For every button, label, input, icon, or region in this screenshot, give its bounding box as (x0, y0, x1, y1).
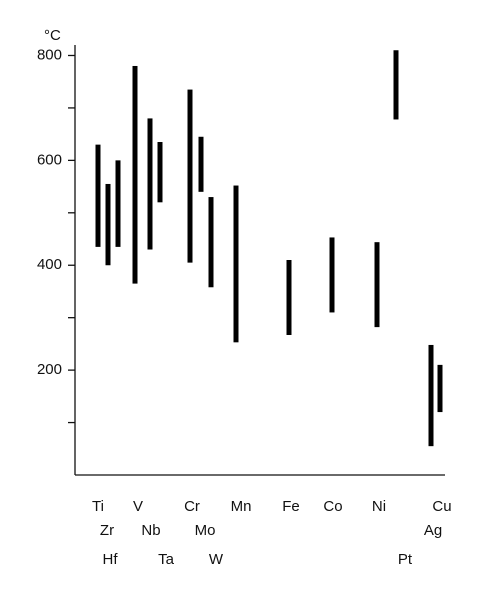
range-bar (157, 142, 163, 203)
range-bar (208, 197, 214, 288)
x-category-label: Cu (432, 498, 451, 515)
x-category-label: Zr (100, 522, 114, 539)
range-bar (187, 89, 193, 263)
x-category-label: Ni (372, 498, 386, 515)
x-category-label: Ti (92, 498, 104, 515)
range-bar (132, 65, 138, 284)
range-bar (198, 136, 204, 192)
range-bar (105, 183, 111, 266)
range-bar (115, 160, 121, 247)
x-category-label: Mn (231, 498, 252, 515)
range-bar (428, 344, 434, 447)
range-bar (374, 242, 380, 328)
range-bar (233, 185, 239, 343)
range-bar (147, 118, 153, 250)
x-category-label: Cr (184, 498, 200, 515)
y-unit: °C (44, 27, 61, 44)
range-bar (393, 50, 399, 120)
x-category-label: Ag (424, 522, 442, 539)
range-bar (286, 260, 292, 335)
x-category-label: Hf (103, 551, 119, 568)
y-tick-label: 800 (37, 46, 62, 63)
x-category-label: Co (323, 498, 342, 515)
range-bar (437, 364, 443, 413)
x-category-label: Mo (195, 522, 216, 539)
range-bar (329, 237, 335, 313)
x-category-label: W (209, 551, 224, 568)
x-category-label: Nb (141, 522, 160, 539)
y-tick-label: 600 (37, 151, 62, 168)
x-category-label: Fe (282, 498, 300, 515)
range-bar (95, 144, 101, 247)
y-tick-label: 200 (37, 361, 62, 378)
y-tick-label: 400 (37, 256, 62, 273)
x-category-label: Pt (398, 551, 413, 568)
x-category-label: V (133, 498, 143, 515)
x-category-label: Ta (158, 551, 175, 568)
